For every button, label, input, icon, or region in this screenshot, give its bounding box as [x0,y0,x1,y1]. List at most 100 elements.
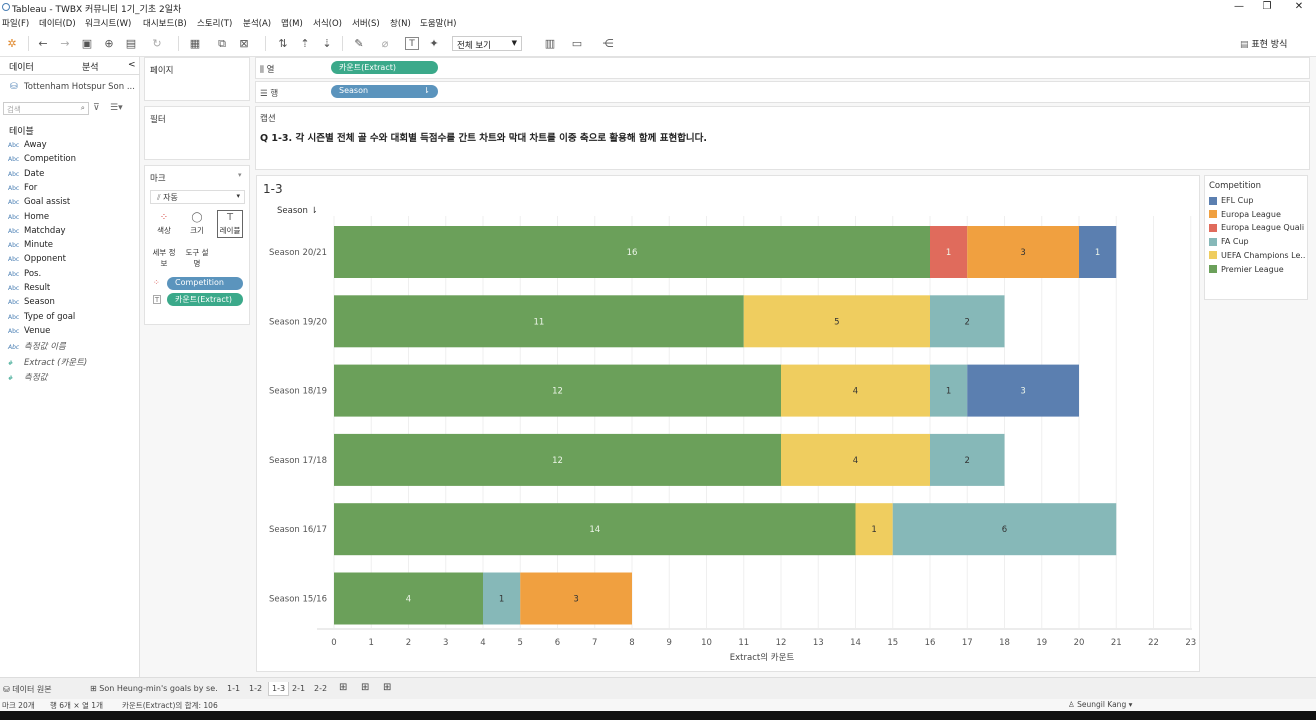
menu-format[interactable]: 서식(O) [313,19,342,29]
label-mark-button[interactable]: T 레이블 [217,210,243,238]
user-menu[interactable]: ♙ Seungil Kang ▾ [1068,700,1132,709]
sheet-tab-1-1[interactable]: 1-1 [227,684,241,693]
menu-map[interactable]: 맵(M) [281,19,303,29]
redo-icon[interactable]: → [60,37,70,50]
legend-label: Europa League [1221,209,1281,219]
new-worksheet-icon[interactable]: ▦ [189,37,201,50]
color-mark-button[interactable]: ⁘ 색상 [151,210,177,238]
detail-mark-button[interactable]: 세부 정보 [151,244,177,272]
sort-ascending-icon[interactable]: ⇡ [300,37,310,50]
tab-data[interactable]: 데이터 [9,63,34,73]
field-date[interactable]: Abc Date [8,169,44,179]
sheet-tab-2-2[interactable]: 2-2 [314,684,328,693]
menu-worksheet[interactable]: 워크시트(W) [85,19,132,29]
field-competition[interactable]: Abc Competition [8,154,76,164]
close-button[interactable]: ✕ [1294,1,1304,12]
search-input[interactable]: 검색 ⌕ [3,102,89,115]
field-away[interactable]: Abc Away [8,140,47,150]
sheet-tab-2-1[interactable]: 2-1 [292,684,306,693]
competition-color-pill[interactable]: Competition [167,277,243,290]
show-cards-icon[interactable]: ▥ [544,37,556,50]
rows-season-pill[interactable]: Season ⇂ [331,85,438,98]
show-me-button[interactable]: ▤ 표현 방식 [1240,37,1287,50]
swap-axes-icon[interactable]: ⇅ [278,37,288,50]
measure-field[interactable]: # 측정값 [8,371,47,383]
new-datasource-icon[interactable]: ⊕ [104,37,114,50]
sheet-tab-1-2[interactable]: 1-2 [249,684,263,693]
collapse-pane-icon[interactable]: < [128,60,136,70]
field-venue[interactable]: Abc Venue [8,326,50,336]
field-result[interactable]: Abc Result [8,283,50,293]
fit-view-select[interactable]: 전체 보기 ▼ [452,36,522,51]
datasource-tab[interactable]: ⛁ 데이터 원본 [3,684,52,695]
legend-item[interactable]: FA Cup [1209,237,1305,246]
legend-item[interactable]: EFL Cup [1209,196,1305,205]
count-label-pill[interactable]: 카운트(Extract) [167,293,243,306]
maximize-button[interactable]: ❐ [1262,1,1272,12]
presentation-mode-icon[interactable]: ▭ [571,37,583,50]
minimize-button[interactable]: — [1234,1,1244,12]
measure-field[interactable]: # Extract (카운트) [8,356,87,368]
field-season[interactable]: Abc Season [8,297,55,307]
filter-fields-icon[interactable]: ⊽ [93,103,100,113]
x-tick-label: 21 [1111,638,1122,648]
row-header-season[interactable]: Season ⇂ [277,206,318,216]
columns-count-pill[interactable]: 카운트(Extract) [331,61,438,74]
view-options-icon[interactable]: ☰▾ [110,103,123,113]
duplicate-sheet-icon[interactable]: ⧉ [218,37,226,50]
menu-data[interactable]: 데이터(D) [39,19,76,29]
pause-updates-icon[interactable]: ▤ [125,37,137,50]
field-pos[interactable]: Abc Pos. [8,269,41,279]
datasource-name[interactable]: Tottenham Hotspur Son ... [24,82,135,92]
legend-item[interactable]: Europa League [1209,210,1305,219]
legend-item[interactable]: UEFA Champions Le... [1209,251,1305,260]
group-members-icon[interactable]: ⌀ [381,37,389,50]
size-mark-button[interactable]: ◯ 크기 [184,210,210,238]
tableau-start-icon[interactable]: ✲ [7,37,17,50]
sheet-tab-1-3[interactable]: 1-3 [268,682,290,696]
field-label: Extract (카운트) [24,358,88,369]
legend-item[interactable]: Premier League [1209,265,1305,274]
filters-card[interactable]: 필터 [144,106,250,160]
field-matchday[interactable]: Abc Matchday [8,226,66,236]
share-icon[interactable]: ⋲ [602,37,614,50]
menu-analysis[interactable]: 분석(A) [243,19,272,29]
menu-dashboard[interactable]: 대시보드(B) [143,19,187,29]
save-icon[interactable]: ▣ [81,37,93,50]
fix-axes-icon[interactable]: ✦ [429,37,439,50]
columns-shelf[interactable]: ⫼ 열 카운트(Extract) [255,57,1310,79]
menu-help[interactable]: 도움말(H) [420,19,457,29]
field-goal-assist[interactable]: Abc Goal assist [8,197,70,207]
field-type-of-goal[interactable]: Abc Type of goal [8,312,75,322]
field-opponent[interactable]: Abc Opponent [8,254,66,264]
sheet-tab-dashboard[interactable]: ⊞ Son Heung-min's goals by se... [90,684,218,693]
menu-file[interactable]: 파일(F) [2,19,30,29]
show-labels-icon[interactable]: T [405,37,419,50]
sort-descending-icon[interactable]: ⇣ [322,37,332,50]
menu-story[interactable]: 스토리(T) [197,19,233,29]
refresh-icon[interactable]: ↻ [152,37,162,50]
undo-icon[interactable]: ← [38,37,48,50]
tooltip-mark-button[interactable]: 도구 설명 [184,244,210,272]
caption-panel[interactable]: 캡션 Q 1-3. 각 시즌별 전체 골 수와 대회별 득점수를 간트 차트와 … [255,106,1310,170]
field-measure-names[interactable]: Abc 측정값 이름 [8,340,66,352]
chevron-down-icon[interactable]: ▾ [238,171,242,179]
legend-item[interactable]: Europa League Quali... [1209,223,1305,232]
new-worksheet-icon[interactable]: ⊞ [339,682,348,693]
highlight-icon[interactable]: ✎ [354,37,364,50]
category-label: Season 18/19 [269,387,327,397]
field-minute[interactable]: Abc Minute [8,240,53,250]
menu-window[interactable]: 창(N) [390,19,411,29]
new-story-icon[interactable]: ⊞ [383,682,392,693]
pages-card[interactable]: 페이지 [144,57,250,101]
new-dashboard-icon[interactable]: ⊞ [361,682,370,693]
bar-segment [743,295,930,348]
tab-analysis[interactable]: 분석 [82,63,99,73]
string-type-icon: Abc [8,199,20,207]
menu-server[interactable]: 서버(S) [352,19,380,29]
rows-shelf[interactable]: ☰ 행 Season ⇂ [255,81,1310,103]
clear-sheet-icon[interactable]: ⊠ [239,37,249,50]
field-home[interactable]: Abc Home [8,212,49,222]
field-for[interactable]: Abc For [8,183,37,193]
mark-type-select[interactable]: ⫽ 자동 ▾ [150,190,245,204]
